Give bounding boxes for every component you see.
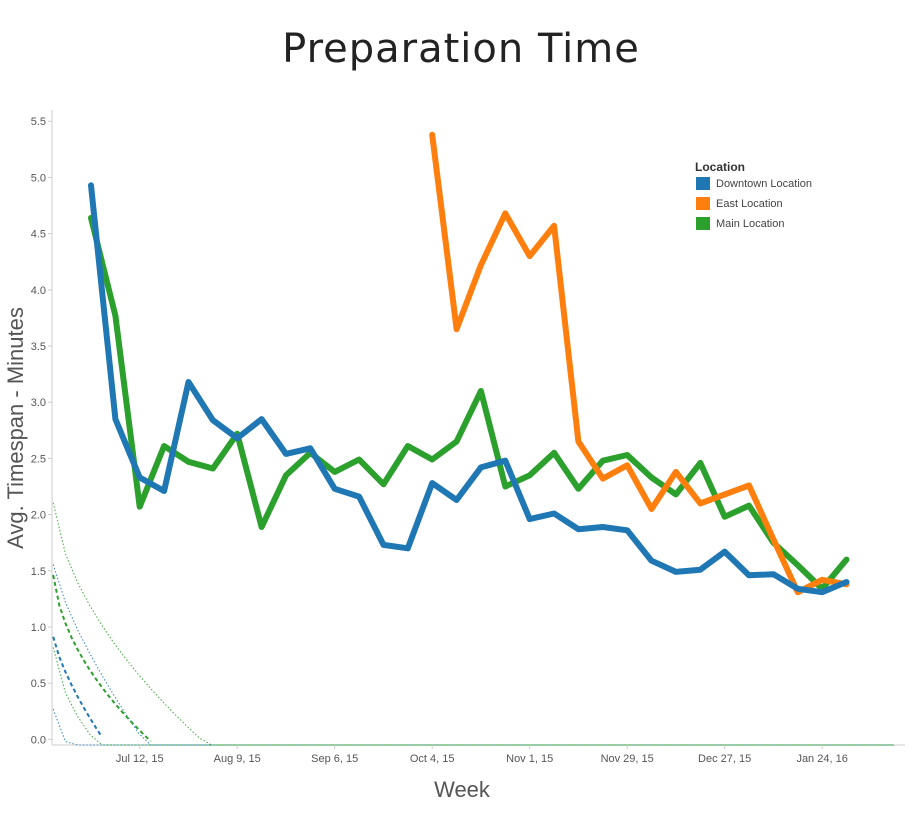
- y-tick-label: 2.5: [31, 453, 46, 465]
- trend-lines: [52, 574, 152, 742]
- y-tick-label: 2.0: [31, 510, 46, 522]
- confidence-band-lower: [52, 708, 894, 746]
- legend-swatch: [696, 177, 710, 190]
- x-tick-label: Oct 4, 15: [410, 753, 455, 765]
- y-tick-label: 3.0: [31, 397, 46, 409]
- confidence-band-lower: [52, 647, 894, 746]
- confidence-bands: [52, 502, 894, 746]
- confidence-band-upper: [52, 564, 894, 746]
- series-line: [88, 214, 850, 592]
- y-tick-label: 5.5: [31, 116, 46, 128]
- legend-label: Downtown Location: [716, 178, 812, 190]
- y-tick-label: 0.5: [31, 678, 46, 690]
- series-line: [429, 131, 850, 596]
- chart-title: Preparation Time: [282, 26, 640, 72]
- x-tick-label: Jan 24, 16: [796, 753, 847, 765]
- y-tick-label: 3.5: [31, 341, 46, 353]
- y-axis-title: Avg. Timespan - Minutes: [3, 307, 28, 549]
- y-tick-label: 0.0: [31, 734, 46, 746]
- x-tick-label: Dec 27, 15: [698, 753, 751, 765]
- x-tick-label: Sep 6, 15: [311, 753, 358, 765]
- x-tick-label: Nov 1, 15: [506, 753, 553, 765]
- legend-swatch: [696, 217, 710, 230]
- trend-line: [52, 574, 152, 742]
- y-tick-label: 5.0: [31, 172, 46, 184]
- trend-line: [52, 636, 103, 738]
- x-tick-label: Jul 12, 15: [116, 753, 164, 765]
- x-tick-label: Aug 9, 15: [214, 753, 261, 765]
- x-axis-ticks: Jul 12, 15 Aug 9, 15 Sep 6, 15 Oct 4, 15 Nov…: [116, 745, 848, 765]
- legend-label: East Location: [716, 198, 783, 210]
- y-tick-label: 1.5: [31, 566, 46, 578]
- series-lines: [88, 131, 850, 596]
- y-tick-label: 4.0: [31, 285, 46, 297]
- x-tick-label: Nov 29, 15: [601, 753, 654, 765]
- legend-label: Main Location: [716, 218, 785, 230]
- series-line: [88, 182, 850, 596]
- y-tick-label: 4.5: [31, 229, 46, 241]
- legend-title: Location: [695, 160, 745, 174]
- x-axis-title: Week: [434, 777, 491, 802]
- y-axis-ticks: 0.0 0.5 1.0 1.5 2.0 2.5 3.0 3.5 4.0 4.5 5.0 5.5: [31, 116, 52, 746]
- y-tick-label: 1.0: [31, 622, 46, 634]
- legend: Location Downtown Location East Location M…: [695, 160, 812, 230]
- confidence-band-upper: [52, 502, 894, 746]
- legend-swatch: [696, 197, 710, 210]
